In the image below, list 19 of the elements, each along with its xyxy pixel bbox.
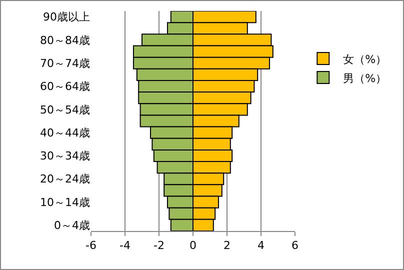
x-tick-label: -4	[120, 239, 130, 252]
y-tick-label: 80～84歳	[40, 34, 90, 47]
legend-label: 男（%）	[343, 72, 387, 85]
y-tick-label: 90歳以上	[43, 10, 90, 24]
x-tick-label: 4	[258, 239, 264, 252]
y-tick-label: 50～54歳	[40, 103, 90, 116]
legend-label: 女（%）	[343, 52, 387, 66]
y-tick-label: 40～44歳	[40, 126, 90, 140]
y-tick-label: 20～24歳	[40, 172, 90, 186]
x-tick-label: 0	[190, 239, 196, 252]
x-tick-label: -2	[154, 239, 164, 252]
y-tick-label: 30～34歳	[40, 150, 90, 163]
x-tick-label: -6	[86, 239, 96, 252]
y-tick-label: 10～14歳	[40, 196, 90, 209]
y-tick-label: 70～74歳	[40, 56, 90, 70]
y-tick-label: 0～4歳	[54, 219, 90, 232]
x-tick-label: 2	[224, 239, 230, 252]
x-tick-label: 6	[292, 239, 298, 252]
y-tick-label: 60～64歳	[40, 80, 90, 94]
